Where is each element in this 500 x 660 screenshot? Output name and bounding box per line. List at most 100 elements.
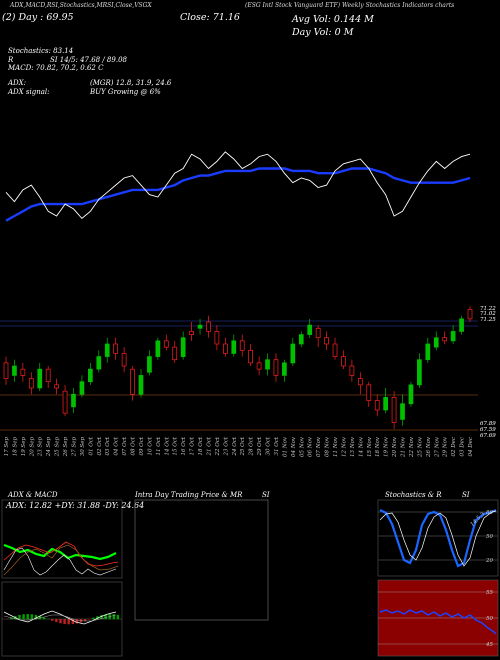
date-label: 30 Oct — [266, 436, 272, 455]
date-label: 28 Oct — [249, 436, 255, 456]
macd-bar — [10, 617, 13, 620]
close-line — [5, 151, 471, 220]
adx-macd-title: ADX & MACD — [8, 491, 58, 499]
candle-body — [45, 368, 51, 383]
candle-body — [341, 356, 346, 367]
candle-body — [332, 343, 338, 357]
macd-bar — [100, 615, 103, 620]
candle-body — [147, 356, 152, 373]
date-axis: 17 Sep 18 Sep 19 Sep 20 Sep 23 Sep 24 Sep 25 S… — [4, 436, 474, 458]
macd-bar — [116, 614, 120, 620]
date-label: 11 Oct — [156, 436, 162, 455]
date-label: 25 Sep — [55, 437, 61, 458]
candle-body — [408, 384, 414, 405]
date-label: 27 Sep — [71, 437, 77, 458]
candle-body — [315, 327, 321, 339]
candle-body — [163, 340, 169, 348]
macd-value: MACD: 70.82, 70.2, 0.62 C — [8, 64, 104, 72]
macd-bar — [51, 619, 54, 621]
date-label: 29 Oct — [257, 436, 263, 456]
macd-bar — [38, 616, 42, 620]
date-label: 15 Oct — [173, 436, 179, 455]
macd-bar — [14, 616, 17, 620]
intraday-si: SI — [262, 491, 270, 499]
adx-panel-values: ADX: 12.82 +DY: 31.88 -DY: 24.64 — [5, 501, 144, 510]
date-label: 08 Oct — [131, 436, 137, 455]
date-label: 19 Nov — [384, 436, 390, 457]
candle-body — [88, 368, 93, 383]
ema-line — [5, 167, 471, 222]
close-ema-lines — [5, 151, 471, 222]
candle-body — [113, 343, 119, 354]
mrsi-tick-50: 50 — [486, 616, 493, 622]
macd-bar — [67, 619, 70, 625]
avg-vol: Avg Vol: 0.144 M — [292, 14, 374, 25]
candle-body — [366, 384, 372, 401]
date-label: 07 Oct — [122, 436, 128, 455]
candles — [3, 306, 473, 429]
date-label: 15 Nov — [367, 436, 373, 457]
date-label: 20 Nov — [392, 436, 398, 458]
price-label-6: 67.69 — [480, 433, 496, 439]
macd-bar — [71, 619, 74, 625]
date-label: 04 Dec — [468, 437, 474, 457]
candle-body — [425, 343, 431, 361]
date-label: 08 Nov — [325, 436, 331, 457]
macd-panel-frame — [1, 581, 123, 657]
candle-body — [433, 337, 439, 348]
date-label: 27 Nov — [434, 436, 440, 458]
adx-alt-line — [3, 544, 119, 576]
macd-bar — [26, 614, 29, 620]
candle-body — [256, 362, 262, 370]
date-label: 01 Oct — [88, 436, 94, 455]
date-label: 23 Oct — [223, 436, 229, 456]
date-label: 05 Nov — [299, 436, 305, 457]
date-label: 07 Nov — [316, 436, 322, 457]
date-label: 23 Sep — [38, 437, 44, 458]
stoch-params: 14,5,3 — [470, 511, 487, 528]
date-label: 04 Oct — [114, 436, 120, 455]
candle-body — [79, 381, 85, 395]
candle-body — [324, 337, 329, 345]
date-label: 20 Sep — [29, 437, 35, 458]
macd-bar — [104, 614, 107, 620]
close-value: Close: 71.16 — [180, 12, 240, 23]
macd-bar — [83, 619, 87, 621]
adx-label: ADX: — [8, 79, 27, 87]
stoch-si-title: SI — [462, 491, 470, 499]
candle-body — [391, 397, 397, 423]
candle-body — [62, 390, 68, 414]
candle-body — [197, 324, 203, 329]
macd-bar — [63, 619, 66, 625]
day-label: (2) Day : 69.95 — [2, 12, 74, 23]
stoch-d-line — [379, 510, 497, 567]
candle-body — [239, 340, 245, 351]
candle-body — [121, 353, 127, 367]
macd-bar — [22, 614, 25, 620]
stoch-si: SI 14/5: 47.68 / 89.08 — [50, 56, 127, 64]
date-label: 14 Oct — [164, 436, 170, 455]
candle-body — [222, 343, 228, 354]
reference-lines — [0, 320, 478, 431]
date-label: 25 Oct — [240, 436, 246, 456]
candle-body — [71, 393, 76, 408]
adx-line — [3, 547, 117, 576]
date-label: 22 Oct — [215, 436, 221, 456]
candle-body — [417, 359, 422, 386]
intraday-panel-frame — [134, 499, 269, 621]
date-label: 18 Sep — [12, 437, 18, 457]
candle-body — [54, 384, 59, 389]
date-label: 18 Nov — [375, 436, 381, 457]
date-label: 21 Oct — [206, 436, 212, 456]
r-label: R — [8, 56, 14, 64]
date-label: 31 Oct — [274, 436, 280, 455]
stoch-k-line — [379, 509, 497, 568]
date-label: 13 Nov — [350, 436, 356, 457]
date-label: 11 Nov — [333, 436, 339, 457]
intraday-title: Intra Day Trading Price & MR — [135, 491, 243, 499]
mrsi-line — [379, 609, 497, 635]
date-label: 02 Dec — [451, 437, 457, 457]
macd-bar — [79, 619, 83, 623]
date-label: 16 Oct — [181, 436, 187, 455]
date-label: 26 Nov — [426, 436, 432, 458]
